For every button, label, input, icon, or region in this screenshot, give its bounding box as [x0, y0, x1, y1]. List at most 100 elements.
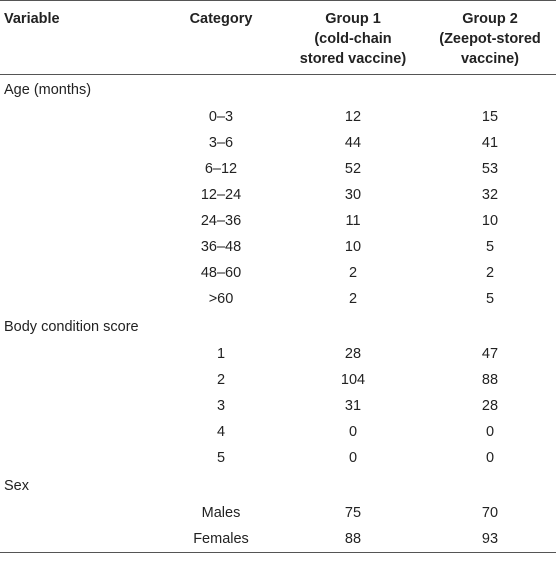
- empty-cell: [286, 312, 420, 341]
- category-cell: 4: [216, 424, 226, 440]
- table-body: Age (months) 0–3 12 15 3–6 44 41 6–12 52 53 12–24 3…: [0, 75, 556, 553]
- category-cell: 5: [216, 450, 226, 466]
- empty-cell: [0, 526, 156, 553]
- table-row: 1 28 47: [0, 341, 556, 367]
- header-group1-line3: stored vaccine): [299, 51, 407, 67]
- category-cell: 1: [216, 346, 226, 362]
- header-group2-line1: Group 2: [462, 11, 518, 27]
- group1-cell: 28: [344, 346, 362, 362]
- table-row: 3 31 28: [0, 393, 556, 419]
- group1-cell: 2: [348, 265, 358, 281]
- category-cell: 6–12: [204, 161, 238, 177]
- group2-cell: 41: [481, 135, 499, 151]
- empty-cell: [420, 471, 556, 500]
- group2-cell: 53: [481, 161, 499, 177]
- group1-cell: 88: [286, 526, 420, 553]
- group2-cell: 5: [485, 239, 495, 255]
- empty-cell: [0, 130, 156, 156]
- group2-cell: 0: [485, 450, 495, 466]
- group2-cell: 28: [481, 398, 499, 414]
- empty-cell: [420, 75, 556, 105]
- group2-cell: 88: [481, 372, 499, 388]
- group1-cell: 11: [345, 213, 361, 229]
- group1-cell: 12: [344, 109, 362, 125]
- table-row: 12–24 30 32: [0, 182, 556, 208]
- empty-cell: [420, 312, 556, 341]
- group1-cell: 44: [344, 135, 362, 151]
- data-table: Variable Category Group 1 (cold-chain st…: [0, 0, 556, 553]
- empty-cell: [0, 234, 156, 260]
- group1-cell: 104: [340, 372, 366, 388]
- section-row: Sex: [0, 471, 556, 500]
- table-row: 5 0 0: [0, 445, 556, 471]
- group1-cell: 31: [344, 398, 362, 414]
- header-group2-line3: vaccine): [460, 51, 520, 67]
- header-group2-line2: (Zeepot-stored: [439, 31, 541, 47]
- group2-cell: 93: [420, 526, 556, 553]
- group1-cell: 52: [344, 161, 362, 177]
- section-row: Body condition score: [0, 312, 556, 341]
- table-row: 24–36 11 10: [0, 208, 556, 234]
- section-label: Sex: [4, 477, 29, 494]
- empty-cell: [0, 104, 156, 130]
- empty-cell: [0, 500, 156, 526]
- table-row: 4 0 0: [0, 419, 556, 445]
- category-cell: 0–3: [208, 109, 234, 125]
- empty-cell: [0, 208, 156, 234]
- empty-cell: [286, 471, 420, 500]
- table-row: 36–48 10 5: [0, 234, 556, 260]
- group2-cell: 70: [481, 505, 499, 521]
- empty-cell: [156, 471, 286, 500]
- table-row: 6–12 52 53: [0, 156, 556, 182]
- header-group1: Group 1 (cold-chain stored vaccine): [286, 0, 420, 75]
- group2-cell: 10: [481, 213, 499, 229]
- group2-cell: 15: [481, 109, 499, 125]
- group2-cell: 5: [485, 291, 495, 307]
- empty-cell: [0, 156, 156, 182]
- table-row: 48–60 2 2: [0, 260, 556, 286]
- group1-cell: 30: [344, 187, 362, 203]
- empty-cell: [0, 419, 156, 445]
- group2-cell: 47: [481, 346, 499, 362]
- empty-cell: [286, 75, 420, 105]
- category-cell: 3–6: [208, 135, 234, 151]
- group2-cell: 0: [485, 424, 495, 440]
- empty-cell: [156, 312, 286, 341]
- table-row: >60 2 5: [0, 286, 556, 312]
- header-group2: Group 2 (Zeepot-stored vaccine): [420, 0, 556, 75]
- group1-cell: 10: [344, 239, 362, 255]
- header-group1-line2: (cold-chain: [314, 31, 392, 47]
- group2-cell: 32: [481, 187, 499, 203]
- empty-cell: [0, 367, 156, 393]
- table-row: 0–3 12 15: [0, 104, 556, 130]
- section-label: Body condition score: [4, 318, 139, 335]
- section-label: Age (months): [4, 81, 92, 98]
- group1-cell: 0: [348, 424, 358, 440]
- category-cell: >60: [208, 291, 234, 307]
- header-group1-line1: Group 1: [325, 11, 381, 27]
- category-cell: 2: [216, 372, 226, 388]
- category-cell: 48–60: [200, 265, 242, 281]
- section-row: Age (months): [0, 75, 556, 105]
- category-cell: Females: [156, 526, 286, 553]
- empty-cell: [0, 341, 156, 367]
- header-variable: Variable: [0, 0, 156, 75]
- category-cell: Males: [201, 505, 241, 521]
- category-cell: 36–48: [200, 239, 242, 255]
- header-category: Category: [156, 0, 286, 75]
- table-row: Males 75 70: [0, 500, 556, 526]
- empty-cell: [0, 286, 156, 312]
- table-row: 2 104 88: [0, 367, 556, 393]
- group2-cell: 2: [485, 265, 495, 281]
- table-row: Females 88 93: [0, 526, 556, 553]
- category-cell: 3: [216, 398, 226, 414]
- empty-cell: [156, 75, 286, 105]
- empty-cell: [0, 260, 156, 286]
- header-row: Variable Category Group 1 (cold-chain st…: [0, 0, 556, 75]
- empty-cell: [0, 393, 156, 419]
- empty-cell: [0, 182, 156, 208]
- empty-cell: [0, 445, 156, 471]
- group1-cell: 2: [348, 291, 358, 307]
- table-row: 3–6 44 41: [0, 130, 556, 156]
